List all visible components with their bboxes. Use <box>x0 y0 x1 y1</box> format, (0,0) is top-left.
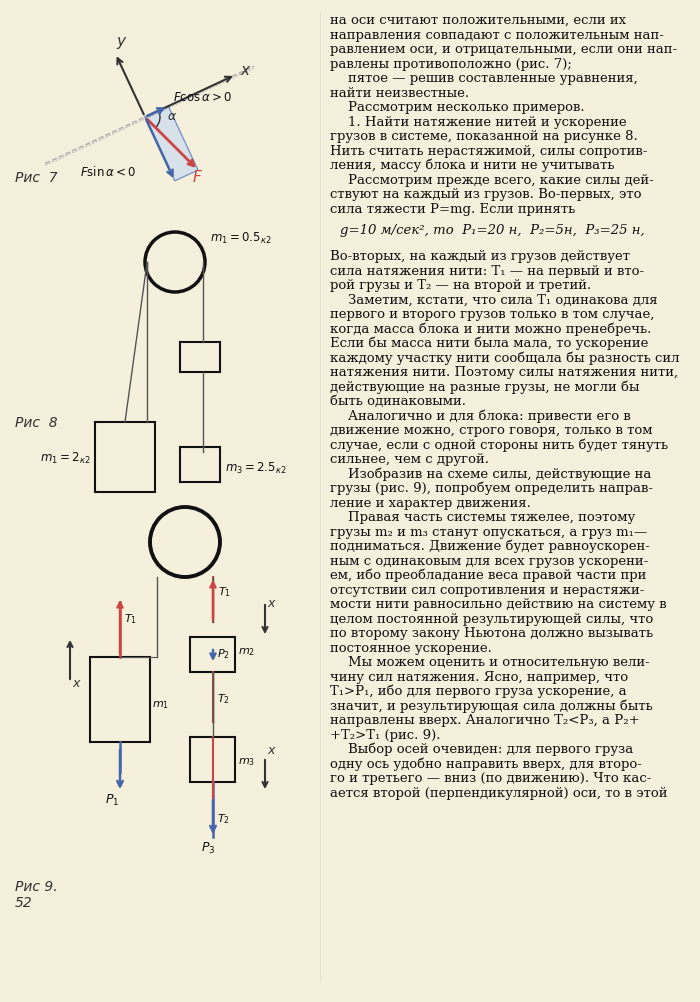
Text: $m_3$: $m_3$ <box>238 756 255 768</box>
Text: F: F <box>193 170 202 185</box>
Text: +T₂>T₁ (рис. 9).: +T₂>T₁ (рис. 9). <box>330 728 440 741</box>
Text: Рассмотрим прежде всего, какие силы дей-: Рассмотрим прежде всего, какие силы дей- <box>348 173 654 186</box>
Text: x: x <box>240 63 249 78</box>
Text: $P_3$: $P_3$ <box>201 841 216 856</box>
Text: на оси считают положительными, если их: на оси считают положительными, если их <box>330 14 626 27</box>
Text: y: y <box>116 34 125 49</box>
Text: $P_2$: $P_2$ <box>217 647 230 660</box>
Text: $m_1=2_{к2}$: $m_1=2_{к2}$ <box>40 451 90 466</box>
Text: отсутствии сил сопротивления и нерастяжи-: отсутствии сил сопротивления и нерастяжи… <box>330 584 645 597</box>
Text: ствуют на каждый из грузов. Во-первых, это: ствуют на каждый из грузов. Во-первых, э… <box>330 188 641 201</box>
Text: x: x <box>267 597 274 610</box>
Text: сила тяжести P=mg. Если принять: сила тяжести P=mg. Если принять <box>330 202 575 215</box>
Text: $m_1$: $m_1$ <box>152 699 169 710</box>
Text: быть одинаковыми.: быть одинаковыми. <box>330 396 466 409</box>
Text: постоянное ускорение.: постоянное ускорение. <box>330 642 492 655</box>
Text: грузы m₂ и m₃ станут опускаться, а груз m₁—: грузы m₂ и m₃ станут опускаться, а груз … <box>330 526 647 539</box>
Text: Рис  8: Рис 8 <box>15 416 57 430</box>
Text: Аналогично и для блока: привести его в: Аналогично и для блока: привести его в <box>348 410 631 423</box>
Text: первого и второго грузов только в том случае,: первого и второго грузов только в том сл… <box>330 309 654 322</box>
Polygon shape <box>145 106 198 181</box>
Text: Выбор осей очевиден: для первого груза: Выбор осей очевиден: для первого груза <box>348 742 634 757</box>
Text: 1. Найти натяжение нитей и ускорение: 1. Найти натяжение нитей и ускорение <box>348 115 626 128</box>
Text: Мы можем оценить и относительную вели-: Мы можем оценить и относительную вели- <box>348 656 650 669</box>
Text: случае, если с одной стороны нить будет тянуть: случае, если с одной стороны нить будет … <box>330 438 668 452</box>
Text: ным с одинаковым для всех грузов ускорени-: ным с одинаковым для всех грузов ускорен… <box>330 555 648 568</box>
Text: x: x <box>267 744 274 757</box>
Text: $T_2$: $T_2$ <box>217 812 230 826</box>
Text: Если бы масса нити была мала, то ускорение: Если бы масса нити была мала, то ускорен… <box>330 337 648 351</box>
Text: ем, ибо преобладание веса правой части при: ем, ибо преобладание веса правой части п… <box>330 569 646 582</box>
Text: действующие на разные грузы, не могли бы: действующие на разные грузы, не могли бы <box>330 381 640 394</box>
Text: Рассмотрим несколько примеров.: Рассмотрим несколько примеров. <box>348 101 584 114</box>
Text: ления, массу блока и нити не учитывать: ления, массу блока и нити не учитывать <box>330 158 615 172</box>
Text: когда масса блока и нити можно пренебречь.: когда масса блока и нити можно пренебреч… <box>330 323 652 336</box>
Text: рой грузы и T₂ — на второй и третий.: рой грузы и T₂ — на второй и третий. <box>330 280 592 293</box>
Text: пятое — решив составленные уравнения,: пятое — решив составленные уравнения, <box>348 72 638 85</box>
Text: движение можно, строго говоря, только в том: движение можно, строго говоря, только в … <box>330 425 652 437</box>
Text: сила натяжения нити: T₁ — на первый и вто-: сила натяжения нити: T₁ — на первый и вт… <box>330 265 644 278</box>
Text: Во-вторых, на каждый из грузов действует: Во-вторых, на каждый из грузов действует <box>330 250 630 264</box>
Text: натяжения нити. Поэтому силы натяжения нити,: натяжения нити. Поэтому силы натяжения н… <box>330 367 678 380</box>
Text: Правая часть системы тяжелее, поэтому: Правая часть системы тяжелее, поэтому <box>348 511 636 524</box>
Text: по второму закону Ньютона должно вызывать: по второму закону Ньютона должно вызыват… <box>330 627 653 640</box>
Text: направления совпадают с положительным нап-: направления совпадают с положительным на… <box>330 28 664 41</box>
Text: равлением оси, и отрицательными, если они нап-: равлением оси, и отрицательными, если он… <box>330 43 677 56</box>
Text: ается второй (перпендикулярной) оси, то в этой: ается второй (перпендикулярной) оси, то … <box>330 787 668 800</box>
Text: чину сил натяжения. Ясно, например, что: чину сил натяжения. Ясно, например, что <box>330 671 628 683</box>
Text: сильнее, чем с другой.: сильнее, чем с другой. <box>330 453 489 466</box>
Text: найти неизвестные.: найти неизвестные. <box>330 86 469 99</box>
Text: равлены противоположно (рис. 7);: равлены противоположно (рис. 7); <box>330 57 572 70</box>
Text: Рис 9.
52: Рис 9. 52 <box>15 880 57 910</box>
Text: подниматься. Движение будет равноускорен-: подниматься. Движение будет равноускорен… <box>330 540 650 553</box>
Text: Изобразив на схеме силы, действующие на: Изобразив на схеме силы, действующие на <box>348 467 652 481</box>
Text: грузы (рис. 9), попробуем определить направ-: грузы (рис. 9), попробуем определить нап… <box>330 482 653 495</box>
Text: T₁>P₁, ибо для первого груза ускорение, а: T₁>P₁, ибо для первого груза ускорение, … <box>330 684 626 698</box>
Text: целом постоянной результирующей силы, что: целом постоянной результирующей силы, чт… <box>330 613 653 626</box>
Text: $T_1$: $T_1$ <box>218 585 231 599</box>
Text: каждому участку нити сообщала бы разность сил: каждому участку нити сообщала бы разност… <box>330 352 680 365</box>
Text: мости нити равносильно действию на систему в: мости нити равносильно действию на систе… <box>330 598 666 611</box>
Text: одну ось удобно направить вверх, для второ-: одну ось удобно направить вверх, для вто… <box>330 758 642 771</box>
Text: направлены вверх. Аналогично T₂<P₃, а P₂+: направлены вверх. Аналогично T₂<P₃, а P₂… <box>330 714 640 727</box>
Text: g=10 м/сек², то  P₁=20 н,  P₂=5н,  P₃=25 н,: g=10 м/сек², то P₁=20 н, P₂=5н, P₃=25 н, <box>340 224 645 237</box>
Text: $T_2$: $T_2$ <box>217 692 230 705</box>
Text: Рис  7: Рис 7 <box>15 171 57 185</box>
Text: $m_2$: $m_2$ <box>238 646 255 657</box>
Text: значит, и результирующая сила должны быть: значит, и результирующая сила должны быт… <box>330 699 652 712</box>
Text: $P_1$: $P_1$ <box>105 793 119 808</box>
Text: $F\cos\alpha>0$: $F\cos\alpha>0$ <box>173 91 232 104</box>
Text: Заметим, кстати, что сила T₁ одинакова для: Заметим, кстати, что сила T₁ одинакова д… <box>348 294 657 307</box>
Text: грузов в системе, показанной на рисунке 8.: грузов в системе, показанной на рисунке … <box>330 130 638 143</box>
Text: x: x <box>72 677 79 690</box>
Text: $m_1=0.5_{к2}$: $m_1=0.5_{к2}$ <box>210 231 272 246</box>
Text: $\alpha$: $\alpha$ <box>167 110 177 123</box>
Text: Нить считать нерастяжимой, силы сопротив-: Нить считать нерастяжимой, силы сопротив… <box>330 144 648 157</box>
Text: ление и характер движения.: ление и характер движения. <box>330 497 531 510</box>
Text: $F\sin\alpha<0$: $F\sin\alpha<0$ <box>80 165 136 179</box>
Text: го и третьего — вниз (по движению). Что кас-: го и третьего — вниз (по движению). Что … <box>330 773 652 786</box>
Text: $m_3=2.5_{к2}$: $m_3=2.5_{к2}$ <box>225 461 287 476</box>
Text: $T_1$: $T_1$ <box>124 612 137 626</box>
